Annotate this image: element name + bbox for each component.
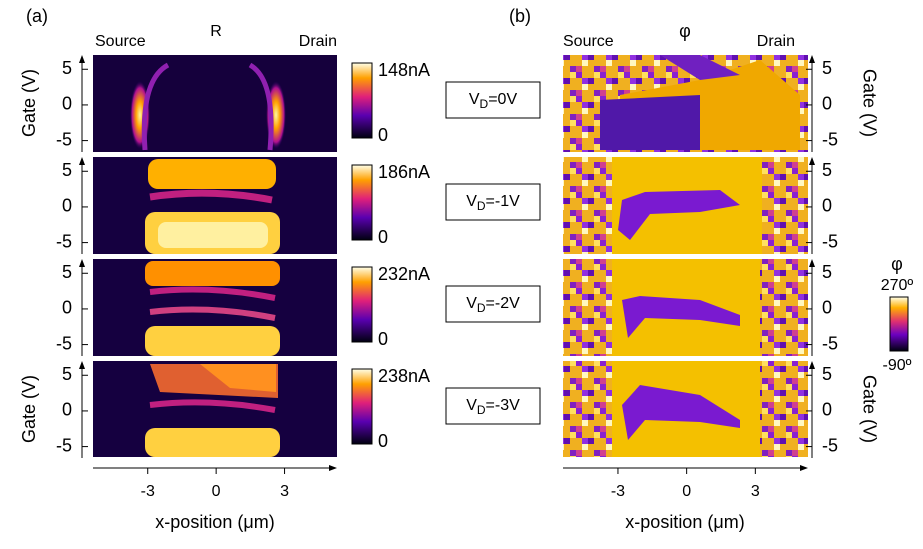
panel-title: φ — [679, 21, 691, 41]
condition-rest: =-2V — [486, 295, 521, 312]
axis-arrow — [809, 259, 815, 267]
condition-box — [445, 285, 541, 323]
condition-box — [445, 387, 541, 425]
axis-arrow — [800, 465, 808, 471]
colorbar — [351, 266, 373, 343]
y-tick-label: -5 — [56, 435, 72, 455]
condition-base: V — [466, 295, 477, 312]
colorbar-min: 0 — [378, 329, 388, 349]
condition-rest: =-3V — [486, 397, 521, 414]
condition-box — [445, 81, 541, 119]
axis-arrow — [809, 157, 815, 165]
axis-arrow — [79, 361, 85, 369]
phase-colorbar — [889, 296, 909, 352]
colorbar — [351, 368, 373, 445]
x-tick-label: 3 — [751, 483, 760, 500]
y-tick-label: 5 — [62, 364, 72, 384]
axis-arrow — [79, 55, 85, 63]
y-tick-label: 0 — [822, 196, 832, 216]
condition-label: VD=0V — [469, 91, 518, 111]
y-tick-label: 0 — [62, 298, 72, 318]
y-tick-label: -5 — [822, 129, 838, 149]
drain-label: Drain — [299, 33, 337, 50]
axis-arrow — [79, 157, 85, 165]
condition-rest: =0V — [488, 91, 517, 108]
y-tick-label: 5 — [822, 364, 832, 384]
colorbar-max: 186nA — [378, 162, 430, 182]
y-tick-label: 5 — [62, 160, 72, 180]
y-tick-label: -5 — [822, 435, 838, 455]
condition-rest: =-1V — [486, 193, 521, 210]
y-tick-label: 0 — [822, 400, 832, 420]
colorbar-max: 270º — [881, 277, 914, 294]
y-tick-label: 0 — [62, 94, 72, 114]
y-tick-label: 5 — [822, 58, 832, 78]
x-tick-label: -3 — [611, 483, 625, 500]
x-tick-label: 0 — [682, 483, 691, 500]
colorbar — [351, 62, 373, 139]
y-tick-label: 5 — [822, 262, 832, 282]
condition-sub: D — [480, 97, 489, 111]
y-tick-label: 0 — [62, 400, 72, 420]
x-tick-label: 0 — [212, 483, 221, 500]
panel-label: (a) — [26, 6, 48, 26]
y-tick-label: -5 — [56, 129, 72, 149]
source-label: Source — [95, 33, 146, 50]
x-axis-label: x-position (μm) — [625, 512, 744, 532]
x-tick-label: -3 — [141, 483, 155, 500]
x-tick-label: 3 — [280, 483, 289, 500]
source-label: Source — [563, 33, 614, 50]
colorbar-max: 238nA — [378, 366, 430, 386]
y-axis-label: Gate (V) — [19, 375, 39, 443]
y-axis-label: Gate (V) — [859, 69, 879, 137]
condition-label: VD=-2V — [466, 295, 520, 315]
y-tick-label: -5 — [56, 333, 72, 353]
colorbar-min: 0 — [378, 125, 388, 145]
colorbar-max: 232nA — [378, 264, 430, 284]
axis-arrow — [79, 259, 85, 267]
colorbar-min: 0 — [378, 431, 388, 451]
y-tick-label: 5 — [62, 58, 72, 78]
colorbar-min: 0 — [378, 227, 388, 247]
drain-label: Drain — [757, 33, 795, 50]
y-tick-label: 0 — [822, 298, 832, 318]
y-tick-label: -5 — [822, 231, 838, 251]
condition-label: VD=-3V — [466, 397, 520, 417]
condition-base: V — [466, 193, 477, 210]
condition-sub: D — [477, 403, 486, 417]
colorbar — [351, 164, 373, 241]
y-tick-label: -5 — [822, 333, 838, 353]
condition-label: VD=-1V — [466, 193, 520, 213]
y-tick-label: 5 — [62, 262, 72, 282]
y-tick-label: 0 — [822, 94, 832, 114]
panel-label: (b) — [509, 6, 531, 26]
y-tick-label: 5 — [822, 160, 832, 180]
condition-sub: D — [477, 301, 486, 315]
condition-base: V — [469, 91, 480, 108]
y-axis-label: Gate (V) — [19, 69, 39, 137]
panel-title: R — [210, 23, 222, 40]
condition-sub: D — [477, 199, 486, 213]
x-axis-label: x-position (μm) — [155, 512, 274, 532]
axis-arrow — [329, 465, 337, 471]
condition-base: V — [466, 397, 477, 414]
condition-box — [445, 183, 541, 221]
y-tick-label: 0 — [62, 196, 72, 216]
colorbar-max: 148nA — [378, 60, 430, 80]
axis-arrow — [809, 55, 815, 63]
colorbar-title: φ — [891, 254, 903, 274]
y-tick-label: -5 — [56, 231, 72, 251]
heatmap-phase — [563, 55, 808, 457]
heatmap-r — [93, 55, 337, 457]
colorbar-min: -90º — [883, 357, 912, 374]
y-axis-label: Gate (V) — [859, 375, 879, 443]
axis-arrow — [809, 361, 815, 369]
